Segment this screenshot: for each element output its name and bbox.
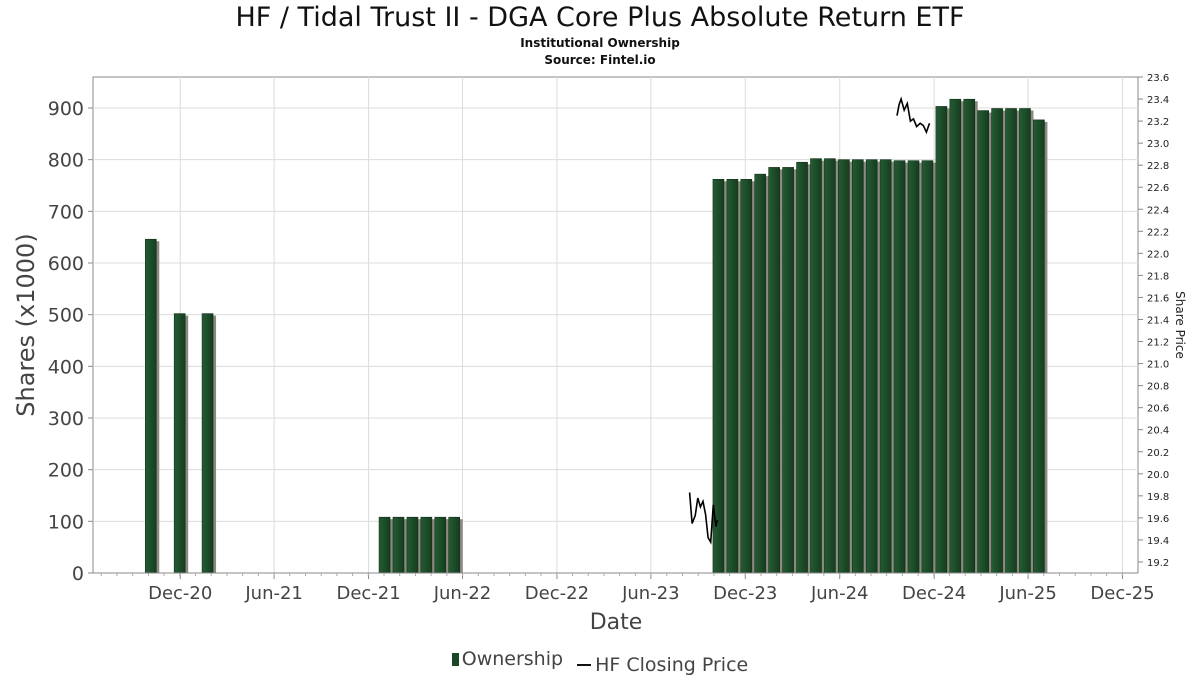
x-tick-label: Dec-22 <box>525 583 589 604</box>
ownership-bar <box>963 98 976 574</box>
closing-price-line <box>688 96 931 545</box>
x-tick-label: Jun-23 <box>621 583 680 604</box>
y2-tick-label: 21.2 <box>1147 338 1169 349</box>
ownership-bar <box>949 98 962 574</box>
y2-tick-label: 19.6 <box>1147 514 1169 525</box>
chart-title: HF / Tidal Trust II - DGA Core Plus Abso… <box>235 2 965 33</box>
y-tick-label: 400 <box>48 356 84 378</box>
ownership-bar <box>754 173 767 574</box>
ownership-bar <box>851 159 864 574</box>
ownership-bar <box>1033 119 1045 574</box>
ownership-bar <box>144 238 157 574</box>
y2-tick-label: 21.0 <box>1147 360 1169 371</box>
x-tick-label: Dec-20 <box>148 583 212 604</box>
x-tick-label: Jun-25 <box>998 583 1057 604</box>
ownership-bar <box>448 516 461 574</box>
y2-tick-label: 23.4 <box>1147 95 1169 106</box>
ownership-bar <box>824 158 836 574</box>
y2-tick-label: 21.6 <box>1147 293 1169 304</box>
y2-tick-label: 22.6 <box>1147 183 1169 194</box>
x-tick-label: Jun-21 <box>244 583 303 604</box>
legend-label-ownership: Ownership <box>461 648 564 670</box>
y-tick-label: 800 <box>48 150 84 172</box>
closing-price-segment <box>896 96 931 135</box>
ownership-bar <box>768 167 780 574</box>
ownership-bar <box>201 313 214 574</box>
y-axis-label: Shares (x1000) <box>12 233 40 416</box>
legend-item-closing-price: HF Closing Price <box>573 654 748 676</box>
y2-tick-label: 20.4 <box>1147 426 1169 437</box>
y2-tick-label: 19.2 <box>1147 558 1169 569</box>
y-tick-label: 100 <box>48 511 84 533</box>
ownership-bar <box>977 110 989 574</box>
ownership-bar <box>434 516 447 574</box>
ownership-bar <box>810 158 822 574</box>
y2-tick-label: 21.8 <box>1147 271 1169 282</box>
ownership-bar <box>893 160 906 574</box>
y2-tick-label: 22.8 <box>1147 161 1169 172</box>
legend-label-closing-price: HF Closing Price <box>595 653 749 676</box>
y2-tick-label: 21.4 <box>1147 315 1169 326</box>
y2-tick-label: 23.2 <box>1147 117 1169 128</box>
x-tick-label: Dec-23 <box>713 583 777 604</box>
y2-tick-label: 20.8 <box>1147 382 1169 393</box>
y-tick-label: 300 <box>48 408 84 430</box>
ownership-bar <box>1019 108 1031 574</box>
ownership-bars <box>144 98 1048 574</box>
x-tick-label: Jun-24 <box>810 583 869 604</box>
ownership-bar <box>935 106 948 574</box>
y-tick-label: 0 <box>72 563 84 585</box>
y2-axis-label: Share Price <box>1173 291 1187 359</box>
closing-price-segment <box>688 492 719 545</box>
y2-tick-label: 22.2 <box>1147 227 1169 238</box>
ownership-bar <box>378 516 391 574</box>
x-tick-label: Dec-25 <box>1090 583 1154 604</box>
y2-tick-label: 23.6 <box>1147 73 1169 84</box>
y2-tick-label: 20.6 <box>1147 404 1169 415</box>
y2-tick-label: 20.2 <box>1147 448 1169 459</box>
ownership-bar <box>1005 108 1017 574</box>
y2-tick-label: 19.8 <box>1147 492 1169 503</box>
y2-tick-label: 22.0 <box>1147 249 1169 260</box>
y-tick-label: 700 <box>48 201 84 223</box>
y-tick-label: 900 <box>48 98 84 120</box>
ownership-swatch-icon <box>451 652 459 666</box>
y-tick-label: 500 <box>48 305 84 327</box>
x-tick-label: Jun-22 <box>433 583 492 604</box>
ownership-bar <box>796 161 808 574</box>
ownership-bar <box>740 179 753 574</box>
y2-tick-label: 23.0 <box>1147 139 1169 150</box>
closing-price-swatch-icon <box>577 663 592 666</box>
legend: Ownership HF Closing Price <box>0 648 1200 676</box>
ownership-bar <box>726 179 739 574</box>
ownership-bar <box>406 516 419 574</box>
ownership-bar <box>907 160 920 574</box>
ownership-bar <box>921 160 934 574</box>
chart-subtitle-ownership: Institutional Ownership <box>520 36 680 50</box>
x-tick-label: Dec-21 <box>336 583 400 604</box>
y2-tick-label: 22.4 <box>1147 205 1169 216</box>
y-tick-label: 600 <box>48 253 84 275</box>
ownership-bar <box>865 159 878 574</box>
ownership-bar <box>392 516 405 574</box>
chart-subtitle-source: Source: Fintel.io <box>544 53 656 67</box>
y-tick-label: 200 <box>48 460 84 482</box>
legend-item-ownership: Ownership <box>451 648 564 670</box>
ownership-bar <box>879 159 892 574</box>
y2-tick-label: 19.4 <box>1147 536 1169 547</box>
ownership-bar <box>173 313 186 574</box>
ownership-bar <box>420 516 433 574</box>
x-axis-label: Date <box>590 610 643 635</box>
ownership-bar <box>838 159 850 574</box>
ownership-bar <box>991 108 1003 574</box>
ownership-bar <box>782 167 794 574</box>
axes: 0 100 200 300 400 500 600 700 800 900 19.2 19.4 19.6… <box>48 73 1170 604</box>
y2-tick-label: 20.0 <box>1147 470 1169 481</box>
x-tick-label: Dec-24 <box>902 583 966 604</box>
